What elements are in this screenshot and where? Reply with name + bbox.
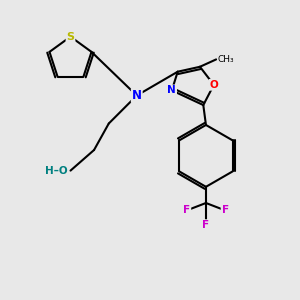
- Text: N: N: [167, 85, 176, 95]
- Text: F: F: [221, 206, 229, 215]
- Text: F: F: [202, 220, 209, 230]
- Text: CH₃: CH₃: [218, 55, 234, 64]
- Text: S: S: [67, 32, 74, 42]
- Text: O: O: [209, 80, 218, 90]
- Text: F: F: [183, 206, 190, 215]
- Text: H–O: H–O: [45, 166, 68, 176]
- Text: N: N: [132, 89, 142, 102]
